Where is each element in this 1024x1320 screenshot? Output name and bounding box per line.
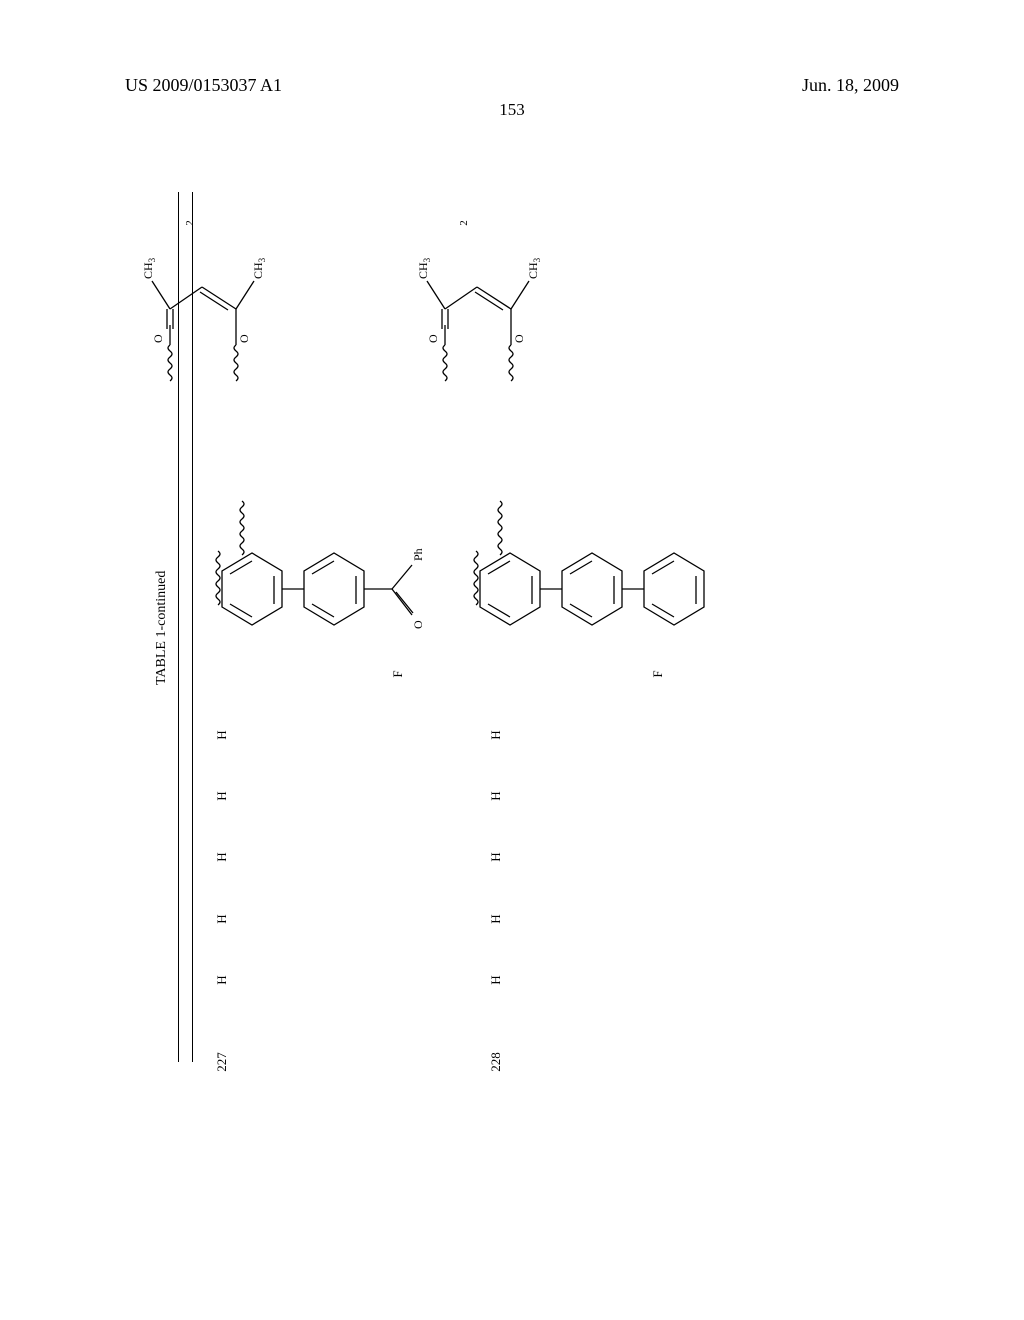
ch3-label: CH3 — [251, 257, 267, 279]
cell-h: H — [488, 847, 508, 867]
cell-h: H — [214, 909, 234, 929]
o-label: O — [237, 334, 251, 343]
ch3-label: CH3 — [416, 257, 432, 279]
structure-acac-icon: O O CH3 CH3 — [140, 225, 300, 385]
cell-h: H — [488, 970, 508, 990]
ch3-label: CH3 — [141, 257, 157, 279]
o-label: O — [411, 620, 425, 629]
row-id: 228 — [488, 1052, 508, 1072]
ch3-label: CH3 — [526, 257, 542, 279]
cell-h: H — [214, 847, 234, 867]
cell-f: F — [650, 664, 670, 684]
cell-h: H — [488, 786, 508, 806]
structure-terphenyl-icon — [470, 455, 730, 665]
cell-h: H — [214, 786, 234, 806]
structure-acac-icon: O O CH3 CH3 — [415, 225, 575, 385]
publication-date: Jun. 18, 2009 — [802, 75, 899, 96]
page-number: 153 — [0, 100, 1024, 120]
o-label: O — [151, 334, 165, 343]
cell-h: H — [214, 970, 234, 990]
cell-h: H — [488, 909, 508, 929]
o-label: O — [512, 334, 526, 343]
ph-label: Ph — [411, 548, 425, 561]
cell-f: F — [390, 664, 410, 684]
row-id: 227 — [214, 1052, 234, 1072]
cell-h: H — [488, 725, 508, 745]
table-title: TABLE 1-continued — [154, 571, 170, 685]
o-label: O — [426, 334, 440, 343]
structure-biphenyl-benzoyl-icon: Ph O — [212, 455, 472, 665]
cell-h: H — [214, 725, 234, 745]
publication-number: US 2009/0153037 A1 — [125, 75, 282, 96]
